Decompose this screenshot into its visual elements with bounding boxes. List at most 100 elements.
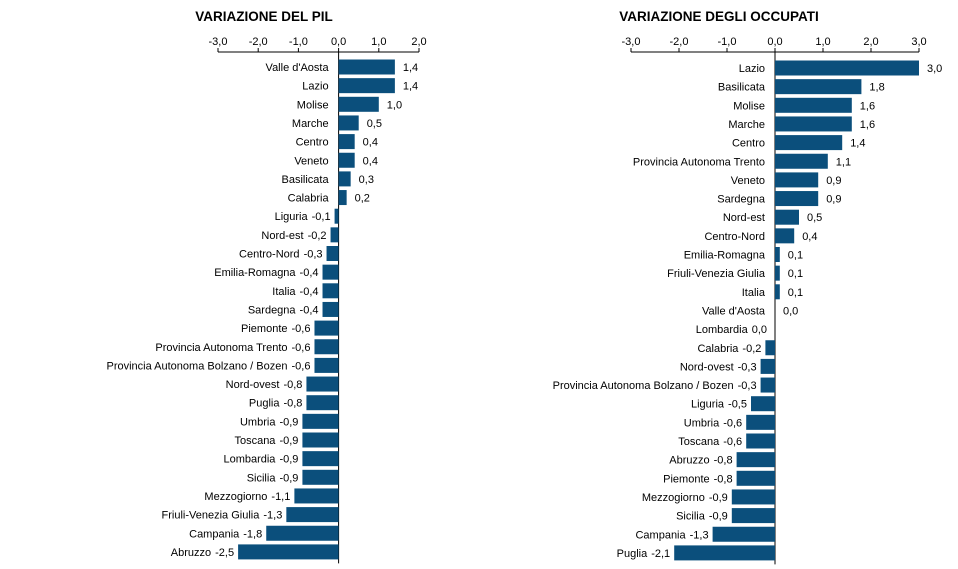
data-label: 0,4 [363,137,378,149]
bar-pil [286,507,339,523]
category-label: Provincia Autonoma Bolzano / Bozen [106,360,287,372]
bar-pil [314,320,339,336]
bar-occupati [751,396,775,412]
bar-pil [322,264,339,280]
bar-pil [326,246,339,261]
bar-pil [338,134,355,150]
category-label: Provincia Autonoma Trento [155,342,287,354]
data-label: -0,9 [709,492,728,504]
category-label: Provincia Autonoma Bolzano / Bozen [553,380,734,392]
data-label: 0,1 [788,268,803,280]
data-label: -0,8 [714,473,733,485]
data-label: 1,6 [860,100,875,112]
category-label: Sicilia [676,511,706,523]
x-tick-label: 1,0 [371,36,386,48]
data-label: 0,1 [788,287,803,299]
x-tick-label: -2,0 [249,36,268,48]
bar-pil [338,152,355,168]
x-tick-label: -1,0 [289,36,308,48]
chart-title-occupati: VARIAZIONE DEGLI OCCUPATI [619,9,819,24]
data-label: -0,9 [279,472,298,484]
bar-pil [330,227,339,243]
bar-occupati [731,489,775,505]
bar-pil [338,171,351,187]
data-label: -0,2 [742,343,761,355]
bar-occupati [775,172,819,188]
data-label: -0,1 [312,211,331,223]
category-label: Lazio [302,81,328,93]
category-label: Molise [297,99,329,111]
data-label: -0,6 [292,360,311,372]
chart-occupati: VARIAZIONE DEGLI OCCUPATI -3,0 -2,0 -1,0 0,… [553,9,942,565]
data-label: -0,3 [738,361,757,373]
x-tick-label: 0,0 [331,36,346,48]
data-label: -1,3 [690,529,709,541]
data-label: -0,4 [300,286,319,298]
category-label: Piemonte [241,323,287,335]
bar-occupati [765,340,775,356]
data-label: -1,3 [263,510,282,522]
bar-pil [338,59,395,75]
data-label: -0,9 [279,454,298,466]
bar-occupati [775,153,828,169]
x-tick-label: -3,0 [209,36,228,48]
category-label: Friuli-Venezia Giulia [667,268,766,280]
bar-occupati [731,508,775,524]
x-tick-label: -3,0 [622,36,641,48]
bar-occupati [775,228,795,244]
category-label: Veneto [294,155,328,167]
category-label: Mezzogiorno [204,491,267,503]
bar-occupati [775,265,780,281]
category-label: Calabria [288,193,330,205]
data-label: -0,4 [300,304,319,316]
bar-pil [338,190,347,206]
x-tick-label: 0,0 [767,36,782,48]
data-label: 0,0 [783,305,798,317]
chart-title-pil: VARIAZIONE DEL PIL [195,9,333,24]
data-label: -2,1 [651,548,670,560]
category-label: Centro-Nord [704,231,765,243]
data-label: -0,5 [728,399,747,411]
category-label: Marche [728,119,765,131]
x-tick-label: -2,0 [670,36,689,48]
category-label: Veneto [731,175,765,187]
category-label: Puglia [249,398,280,410]
data-label: -1,1 [271,491,290,503]
category-label: Lombardia [696,324,749,336]
category-label: Sardegna [248,304,297,316]
bar-pil [322,283,339,299]
data-label: -0,6 [292,342,311,354]
category-label: Valle d'Aosta [266,62,330,74]
data-label: -0,6 [723,417,742,429]
data-label: 1,1 [836,156,851,168]
bar-pil [302,413,339,429]
category-label: Umbria [240,416,276,428]
category-label: Centro [732,138,765,150]
bar-pil [294,488,339,504]
category-label: Liguria [691,399,725,411]
data-label: -0,8 [283,398,302,410]
bar-occupati [736,470,775,486]
data-label: 1,4 [403,81,418,93]
category-label: Emilia-Romagna [214,267,296,279]
bar-pil [314,339,339,355]
bar-pil [338,96,379,112]
category-label: Nord-est [261,230,303,242]
data-label: -0,3 [304,249,323,261]
data-label: -0,8 [283,379,302,391]
category-label: Sicilia [247,472,277,484]
category-label: Italia [272,286,296,298]
data-label: 0,4 [363,155,378,167]
category-label: Nord-ovest [226,379,280,391]
bar-occupati [746,414,775,430]
bar-pil [302,451,339,467]
data-label: 1,4 [850,138,865,150]
data-label: -0,9 [279,416,298,428]
bar-occupati [775,135,843,151]
x-tick-label: 2,0 [411,36,426,48]
chart-pil: VARIAZIONE DEL PIL -3,0 -2,0 -1,0 0,0 1,0 2,0… [106,9,427,564]
bar-occupati [775,60,919,76]
bar-pil [238,544,339,560]
category-label: Mezzogiorno [642,492,705,504]
